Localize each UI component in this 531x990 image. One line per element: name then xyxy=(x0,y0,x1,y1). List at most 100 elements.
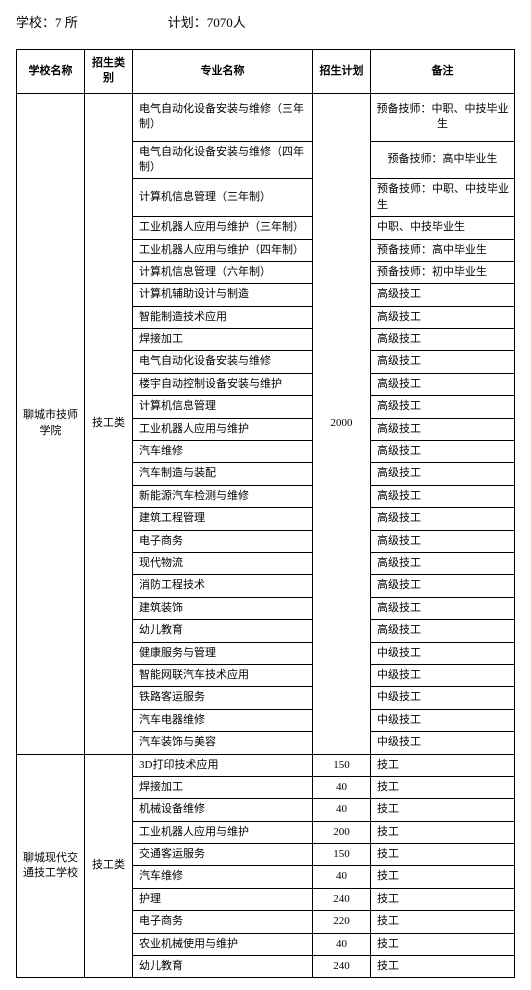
major-cell: 护理 xyxy=(133,888,313,910)
enrollment-table: 学校名称 招生类别 专业名称 招生计划 备注 聊城市技师学院技工类电气自动化设备… xyxy=(16,49,515,978)
plan-cell: 2000 xyxy=(313,93,371,754)
col-major: 专业名称 xyxy=(133,50,313,94)
note-cell: 技工 xyxy=(371,911,515,933)
col-school: 学校名称 xyxy=(17,50,85,94)
major-cell: 消防工程技术 xyxy=(133,575,313,597)
major-cell: 建筑工程管理 xyxy=(133,508,313,530)
note-cell: 高级技工 xyxy=(371,284,515,306)
header-summary: 学校：7 所 计划：7070人 xyxy=(16,12,515,31)
note-cell: 中级技工 xyxy=(371,642,515,664)
major-cell: 汽车装饰与美容 xyxy=(133,732,313,754)
school-name-cell: 聊城市技师学院 xyxy=(17,93,85,754)
note-cell: 高级技工 xyxy=(371,396,515,418)
plan-cell: 40 xyxy=(313,933,371,955)
major-cell: 电子商务 xyxy=(133,911,313,933)
note-cell: 中级技工 xyxy=(371,687,515,709)
note-cell: 高级技工 xyxy=(371,441,515,463)
note-cell: 高级技工 xyxy=(371,485,515,507)
plan-cell: 220 xyxy=(313,911,371,933)
note-cell: 高级技工 xyxy=(371,463,515,485)
plan-cell: 40 xyxy=(313,799,371,821)
major-cell: 汽车制造与装配 xyxy=(133,463,313,485)
major-cell: 幼儿教育 xyxy=(133,620,313,642)
category-cell: 技工类 xyxy=(85,93,133,754)
header-schools: 学校：7 所 xyxy=(16,12,78,31)
col-plan: 招生计划 xyxy=(313,50,371,94)
major-cell: 健康服务与管理 xyxy=(133,642,313,664)
plan-cell: 40 xyxy=(313,866,371,888)
note-cell: 中级技工 xyxy=(371,664,515,686)
note-cell: 技工 xyxy=(371,754,515,776)
major-cell: 工业机器人应用与维护 xyxy=(133,418,313,440)
major-cell: 农业机械使用与维护 xyxy=(133,933,313,955)
major-cell: 计算机信息管理 xyxy=(133,396,313,418)
major-cell: 电气自动化设备安装与维修 xyxy=(133,351,313,373)
major-cell: 汽车电器维修 xyxy=(133,709,313,731)
major-cell: 建筑装饰 xyxy=(133,597,313,619)
note-cell: 技工 xyxy=(371,866,515,888)
major-cell: 幼儿教育 xyxy=(133,956,313,978)
major-cell: 铁路客运服务 xyxy=(133,687,313,709)
note-cell: 技工 xyxy=(371,888,515,910)
table-row: 聊城现代交通技工学校技工类3D打印技术应用150技工 xyxy=(17,754,515,776)
note-cell: 高级技工 xyxy=(371,508,515,530)
note-cell: 中级技工 xyxy=(371,732,515,754)
note-cell: 技工 xyxy=(371,956,515,978)
note-cell: 高级技工 xyxy=(371,306,515,328)
major-cell: 汽车维修 xyxy=(133,866,313,888)
note-cell: 高级技工 xyxy=(371,329,515,351)
plan-cell: 150 xyxy=(313,844,371,866)
major-cell: 焊接加工 xyxy=(133,329,313,351)
major-cell: 工业机器人应用与维护 xyxy=(133,821,313,843)
plan-cell: 150 xyxy=(313,754,371,776)
major-cell: 智能制造技术应用 xyxy=(133,306,313,328)
plan-cell: 240 xyxy=(313,956,371,978)
major-cell: 电子商务 xyxy=(133,530,313,552)
table-row: 聊城市技师学院技工类电气自动化设备安装与维修（三年制）2000预备技师：中职、中… xyxy=(17,93,515,141)
note-cell: 中级技工 xyxy=(371,709,515,731)
major-cell: 新能源汽车检测与维修 xyxy=(133,485,313,507)
note-cell: 预备技师：高中毕业生 xyxy=(371,239,515,261)
major-cell: 交通客运服务 xyxy=(133,844,313,866)
major-cell: 现代物流 xyxy=(133,552,313,574)
major-cell: 3D打印技术应用 xyxy=(133,754,313,776)
category-cell: 技工类 xyxy=(85,754,133,978)
note-cell: 技工 xyxy=(371,844,515,866)
note-cell: 高级技工 xyxy=(371,530,515,552)
major-cell: 计算机辅助设计与制造 xyxy=(133,284,313,306)
plan-cell: 40 xyxy=(313,776,371,798)
note-cell: 高级技工 xyxy=(371,418,515,440)
major-cell: 工业机器人应用与维护（四年制） xyxy=(133,239,313,261)
major-cell: 汽车维修 xyxy=(133,441,313,463)
major-cell: 电气自动化设备安装与维修（三年制） xyxy=(133,93,313,141)
major-cell: 智能网联汽车技术应用 xyxy=(133,664,313,686)
note-cell: 高级技工 xyxy=(371,597,515,619)
note-cell: 预备技师：中职、中技毕业生 xyxy=(371,179,515,217)
col-category: 招生类别 xyxy=(85,50,133,94)
note-cell: 预备技师：中职、中技毕业生 xyxy=(371,93,515,141)
plan-cell: 240 xyxy=(313,888,371,910)
major-cell: 楼宇自动控制设备安装与维护 xyxy=(133,373,313,395)
note-cell: 预备技师：初中毕业生 xyxy=(371,261,515,283)
note-cell: 技工 xyxy=(371,821,515,843)
major-cell: 焊接加工 xyxy=(133,776,313,798)
note-cell: 技工 xyxy=(371,933,515,955)
note-cell: 高级技工 xyxy=(371,351,515,373)
note-cell: 高级技工 xyxy=(371,552,515,574)
note-cell: 高级技工 xyxy=(371,373,515,395)
major-cell: 计算机信息管理（三年制） xyxy=(133,179,313,217)
major-cell: 电气自动化设备安装与维修（四年制） xyxy=(133,141,313,179)
major-cell: 工业机器人应用与维护（三年制） xyxy=(133,217,313,239)
note-cell: 技工 xyxy=(371,799,515,821)
note-cell: 技工 xyxy=(371,776,515,798)
plan-cell: 200 xyxy=(313,821,371,843)
table-header-row: 学校名称 招生类别 专业名称 招生计划 备注 xyxy=(17,50,515,94)
col-note: 备注 xyxy=(371,50,515,94)
major-cell: 机械设备维修 xyxy=(133,799,313,821)
major-cell: 计算机信息管理（六年制） xyxy=(133,261,313,283)
note-cell: 预备技师：高中毕业生 xyxy=(371,141,515,179)
note-cell: 高级技工 xyxy=(371,575,515,597)
school-name-cell: 聊城现代交通技工学校 xyxy=(17,754,85,978)
note-cell: 高级技工 xyxy=(371,620,515,642)
header-plan: 计划：7070人 xyxy=(168,12,246,31)
